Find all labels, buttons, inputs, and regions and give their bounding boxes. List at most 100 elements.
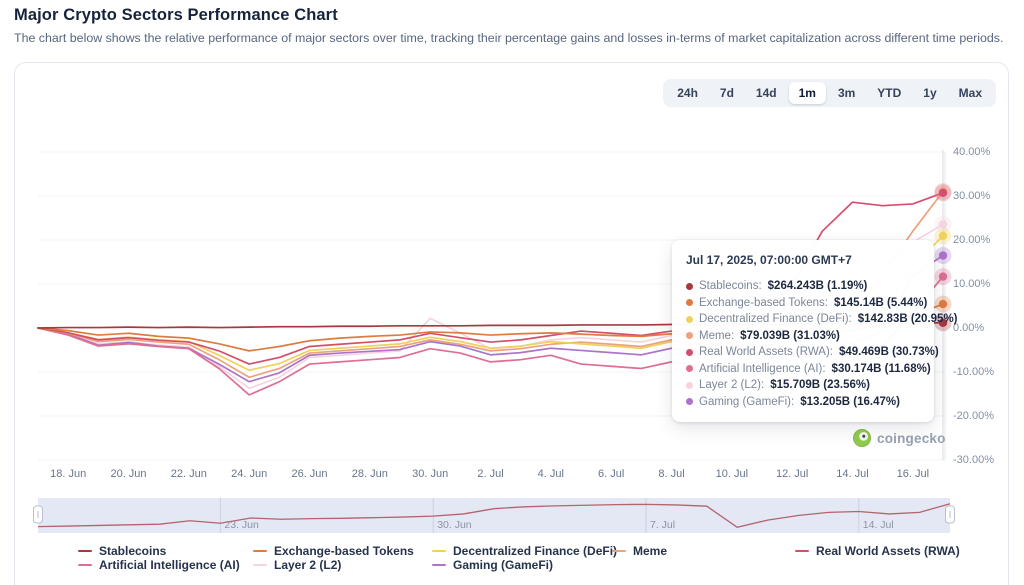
x-axis-label: 28. Jun	[351, 468, 388, 480]
y-axis-label: 10.00%	[953, 278, 991, 290]
legend-item-gaming-gamefi-[interactable]: Gaming (GameFi)	[432, 558, 553, 572]
tooltip-series-label: Artificial Intelligence (AI):	[699, 362, 826, 375]
y-axis-label: 0.00%	[953, 322, 985, 334]
legend-dash-icon	[78, 563, 92, 567]
series-marker	[938, 251, 948, 260]
time-range-button-7d[interactable]: 7d	[710, 82, 744, 104]
tooltip-date: Jul 17, 2025, 07:00:00 GMT+7	[686, 253, 852, 267]
legend-label: Meme	[633, 544, 668, 558]
tooltip-series-label: Decentralized Finance (DeFi):	[699, 313, 852, 326]
tooltip-series-value: $142.83B (20.95%)	[857, 313, 958, 326]
series-marker	[938, 231, 948, 241]
series-marker	[938, 220, 948, 229]
time-range-button-ytd[interactable]: YTD	[867, 82, 911, 104]
y-axis-label: -10.00%	[953, 366, 994, 378]
series-dot-icon	[686, 315, 693, 323]
tooltip-row: Meme: $79.039B (31.03%)	[686, 328, 920, 345]
legend-item-exchange-based-tokens[interactable]: Exchange-based Tokens	[253, 544, 414, 558]
legend-dash-icon	[253, 563, 267, 567]
x-axis-label: 16. Jul	[896, 468, 930, 480]
navigator-label: 14. Jul	[862, 519, 894, 531]
tooltip-row: Real World Assets (RWA): $49.469B (30.73%…	[686, 344, 939, 361]
tooltip-series-value: $15.709B (23.56%)	[770, 379, 870, 392]
x-axis-label: 14. Jul	[836, 468, 869, 480]
series-marker	[938, 272, 948, 281]
time-range-button-max[interactable]: Max	[949, 82, 992, 104]
legend-item-decentralized-finance-defi-[interactable]: Decentralized Finance (DeFi)	[432, 544, 617, 558]
series-marker	[938, 188, 948, 197]
y-axis-label: -20.00%	[953, 410, 994, 422]
y-axis-label: 30.00%	[953, 190, 991, 202]
series-dot-icon	[686, 381, 693, 389]
legend-label: Stablecoins	[99, 544, 167, 558]
navigator-track[interactable]	[38, 498, 950, 533]
x-axis-label: 2. Jul	[477, 468, 504, 480]
x-axis-label: 30. Jun	[412, 468, 449, 480]
time-range-button-14d[interactable]: 14d	[746, 82, 787, 104]
tooltip-series-value: $79.039B (31.03%)	[740, 329, 840, 342]
time-range-button-24h[interactable]: 24h	[667, 82, 708, 104]
x-axis-label: 4. Jul	[537, 468, 564, 480]
series-dot-icon	[686, 282, 693, 290]
legend-label: Decentralized Finance (DeFi)	[453, 544, 618, 558]
legend-item-real-world-assets-rwa-[interactable]: Real World Assets (RWA)	[795, 544, 960, 558]
y-axis-label: -30.00%	[953, 454, 994, 466]
legend-label: Gaming (GameFi)	[453, 558, 554, 572]
time-range-button-1m[interactable]: 1m	[788, 82, 826, 104]
tooltip-row: Stablecoins: $264.243B (1.19%)	[686, 278, 920, 295]
x-axis-label: 22. Jun	[170, 468, 207, 480]
y-axis-label: 40.00%	[953, 146, 991, 158]
coingecko-logo: coingecko	[853, 429, 946, 447]
tooltip-series-label: Layer 2 (L2):	[699, 379, 765, 392]
tooltip-series-label: Meme:	[699, 329, 735, 342]
navigator-label: 7. Jul	[650, 519, 676, 531]
tooltip-series-label: Real World Assets (RWA):	[699, 346, 833, 359]
legend-label: Layer 2 (L2)	[274, 558, 342, 572]
legend-dash-icon	[253, 549, 267, 553]
gecko-icon	[853, 429, 871, 447]
tooltip-row: Artificial Intelligence (AI): $30.174B (1…	[686, 361, 931, 378]
tooltip-series-value: $49.469B (30.73%)	[839, 346, 939, 359]
coingecko-wordmark: coingecko	[877, 430, 946, 446]
navigator-series-line	[37, 503, 951, 528]
series-dot-icon	[686, 365, 693, 373]
x-axis-label: 10. Jul	[715, 468, 749, 480]
y-axis-label: 20.00%	[953, 234, 991, 246]
page-subtitle: The chart below shows the relative perfo…	[14, 31, 1004, 45]
time-range-button-1y[interactable]: 1y	[913, 82, 946, 104]
x-axis-label: 20. Jun	[110, 468, 147, 480]
x-axis-label: 6. Jul	[598, 468, 625, 480]
tooltip-series-value: $13.205B (16.47%)	[800, 395, 900, 408]
legend-item-meme[interactable]: Meme	[612, 544, 667, 558]
tooltip-row: Decentralized Finance (DeFi): $142.83B (2…	[686, 311, 958, 328]
legend-item-layer-2-l2-[interactable]: Layer 2 (L2)	[253, 558, 341, 572]
legend-item-stablecoins[interactable]: Stablecoins	[78, 544, 166, 558]
navigator-label: 23. Jun	[224, 519, 259, 531]
tooltip-row: Exchange-based Tokens: $145.14B (5.44%)	[686, 295, 927, 312]
tooltip-series-value: $264.243B (1.19%)	[767, 280, 868, 293]
legend-label: Exchange-based Tokens	[274, 544, 414, 558]
series-dot-icon	[686, 332, 693, 340]
tooltip-series-label: Exchange-based Tokens:	[699, 296, 828, 309]
x-axis-label: 18. Jun	[50, 468, 87, 480]
series-dot-icon	[686, 299, 693, 307]
legend-label: Artificial Intelligence (AI)	[99, 558, 240, 572]
tooltip-row: Gaming (GameFi): $13.205B (16.47%)	[686, 394, 920, 411]
navigator-label: 30. Jun	[437, 519, 472, 531]
x-axis-label: 12. Jul	[775, 468, 809, 480]
legend-dash-icon	[78, 549, 92, 553]
tooltip-row: Layer 2 (L2): $15.709B (23.56%)	[686, 377, 920, 394]
tooltip-series-label: Stablecoins:	[699, 280, 762, 293]
tooltip-series-label: Gaming (GameFi):	[699, 395, 795, 408]
legend-label: Real World Assets (RWA)	[816, 544, 960, 558]
legend-item-artificial-intelligence-ai-[interactable]: Artificial Intelligence (AI)	[78, 558, 240, 572]
time-range-button-3m[interactable]: 3m	[828, 82, 865, 104]
series-dot-icon	[686, 348, 693, 356]
x-axis-label: 8. Jul	[658, 468, 685, 480]
tooltip-series-value: $145.14B (5.44%)	[833, 296, 928, 309]
tooltip-series-value: $30.174B (11.68%)	[831, 362, 931, 375]
x-axis-label: 24. Jun	[231, 468, 268, 480]
time-range-selector: 24h 7d 14d 1m 3m YTD 1y Max	[663, 79, 996, 107]
legend-dash-icon	[432, 549, 446, 553]
